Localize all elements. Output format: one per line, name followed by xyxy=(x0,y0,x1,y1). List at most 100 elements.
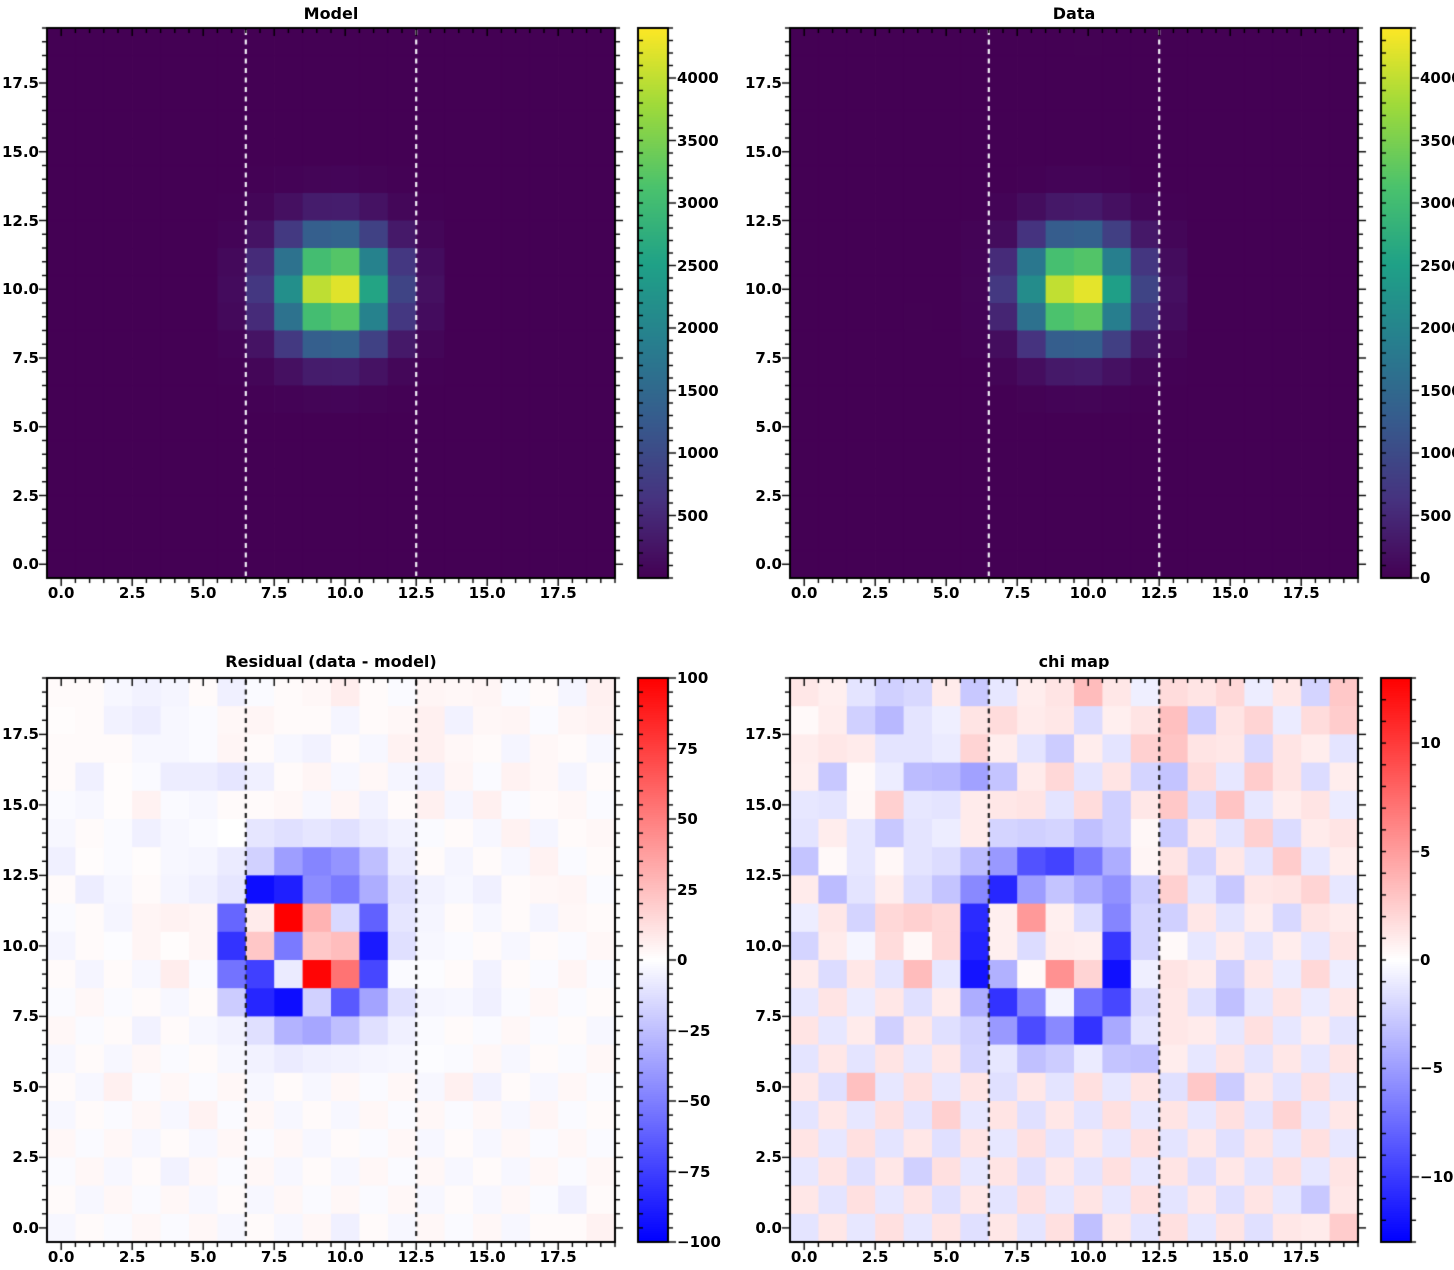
tick-label: −50 xyxy=(677,1092,711,1110)
tick-label: 0 xyxy=(1420,569,1431,587)
tick-label: −5 xyxy=(1420,1059,1444,1078)
tick-label: 100 xyxy=(677,669,709,687)
tick-label: 2000 xyxy=(677,319,719,337)
tick-label: 17.5 xyxy=(1282,584,1320,602)
tick-label: 75 xyxy=(677,739,698,758)
tick-label: 12.5 xyxy=(1140,584,1178,602)
tick-label: 500 xyxy=(677,506,709,525)
tick-label: 2500 xyxy=(1420,256,1454,275)
tick-label: 500 xyxy=(1420,506,1452,525)
tick-label: 12.5 xyxy=(1140,1248,1178,1266)
tick-label: 12.5 xyxy=(1,211,39,230)
residual-colorbar xyxy=(629,669,677,1251)
model-title: Model xyxy=(303,4,359,23)
tick-label: 1000 xyxy=(1420,444,1454,462)
tick-label: 25 xyxy=(677,880,698,899)
tick-label: 2.5 xyxy=(118,584,146,602)
tick-label: 7.5 xyxy=(12,349,39,367)
tick-label: 17.5 xyxy=(539,1248,577,1266)
tick-label: 17.5 xyxy=(539,584,577,602)
tick-label: 0.0 xyxy=(755,1218,782,1237)
tick-label: 10.0 xyxy=(1,936,39,955)
tick-label: 10.0 xyxy=(1069,1248,1107,1266)
tick-label: 5.0 xyxy=(189,584,217,602)
tick-label: 1000 xyxy=(677,444,719,462)
chi-map-title: chi map xyxy=(1038,652,1110,671)
tick-label: 10.0 xyxy=(326,584,364,602)
tick-label: 12.5 xyxy=(397,1248,435,1266)
tick-label: −10 xyxy=(1420,1167,1454,1186)
tick-label: 5.0 xyxy=(12,417,39,436)
data-colorbar xyxy=(1372,19,1420,587)
tick-label: 10 xyxy=(1420,734,1441,753)
tick-label: 0.0 xyxy=(12,1218,39,1237)
tick-label: 15.0 xyxy=(1211,1248,1249,1266)
tick-label: 2.5 xyxy=(118,1248,146,1266)
tick-label: 0.0 xyxy=(47,1248,75,1266)
tick-label: 15.0 xyxy=(468,1248,506,1266)
tick-label: 7.5 xyxy=(755,349,782,367)
model-heatmap xyxy=(38,19,624,587)
tick-label: 12.5 xyxy=(744,211,782,230)
tick-label: 10.0 xyxy=(326,1248,364,1266)
tick-label: 15.0 xyxy=(744,142,782,161)
tick-label: 5.0 xyxy=(932,1248,960,1266)
tick-label: 7.5 xyxy=(260,584,288,602)
tick-label: 1500 xyxy=(677,381,719,400)
tick-label: 5 xyxy=(1420,842,1431,861)
tick-label: 1500 xyxy=(1420,381,1454,400)
tick-label: 2.5 xyxy=(12,486,39,505)
tick-label: 0 xyxy=(677,951,688,969)
tick-label: 12.5 xyxy=(744,866,782,885)
model-colorbar xyxy=(629,19,677,587)
tick-label: 2000 xyxy=(1420,319,1454,337)
tick-label: 5.0 xyxy=(755,1077,782,1096)
tick-label: 5.0 xyxy=(755,417,782,436)
tick-label: 50 xyxy=(677,810,698,828)
tick-label: 10.0 xyxy=(744,936,782,955)
tick-label: 2500 xyxy=(677,256,719,275)
tick-label: 0.0 xyxy=(790,584,818,602)
tick-label: 7.5 xyxy=(755,1007,782,1026)
tick-label: 15.0 xyxy=(1211,584,1249,602)
tick-label: 17.5 xyxy=(1282,1248,1320,1266)
tick-label: 3500 xyxy=(1420,131,1454,150)
tick-label: 12.5 xyxy=(1,866,39,885)
tick-label: −75 xyxy=(677,1162,711,1181)
tick-label: 17.5 xyxy=(1,74,39,92)
tick-label: 15.0 xyxy=(468,584,506,602)
tick-label: 2.5 xyxy=(861,584,889,602)
tick-label: 2.5 xyxy=(12,1148,39,1167)
data-title: Data xyxy=(1052,4,1096,23)
tick-label: 4000 xyxy=(677,69,719,87)
tick-label: 15.0 xyxy=(744,795,782,814)
tick-label: 0.0 xyxy=(790,1248,818,1266)
tick-label: −100 xyxy=(677,1233,721,1251)
tick-label: 0.0 xyxy=(47,584,75,602)
tick-label: 17.5 xyxy=(744,725,782,744)
tick-label: 17.5 xyxy=(1,725,39,744)
tick-label: 2.5 xyxy=(861,1248,889,1266)
chi-map-heatmap xyxy=(781,669,1367,1251)
tick-label: 15.0 xyxy=(1,142,39,161)
tick-label: 17.5 xyxy=(744,74,782,92)
tick-label: 3500 xyxy=(677,131,719,150)
tick-label: 5.0 xyxy=(12,1077,39,1096)
tick-label: 7.5 xyxy=(260,1248,288,1266)
tick-label: 15.0 xyxy=(1,795,39,814)
data-heatmap xyxy=(781,19,1367,587)
tick-label: 5.0 xyxy=(189,1248,217,1266)
residual-title: Residual (data - model) xyxy=(225,652,437,671)
chi-map-colorbar xyxy=(1372,669,1420,1251)
tick-label: 7.5 xyxy=(1003,584,1031,602)
tick-label: 4000 xyxy=(1420,69,1454,87)
tick-label: 5.0 xyxy=(932,584,960,602)
tick-label: 7.5 xyxy=(1003,1248,1031,1266)
tick-label: 0 xyxy=(1420,951,1431,969)
tick-label: 10.0 xyxy=(1069,584,1107,602)
tick-label: 7.5 xyxy=(12,1007,39,1026)
tick-label: 0.0 xyxy=(755,555,782,574)
tick-label: 10.0 xyxy=(744,280,782,299)
tick-label: 3000 xyxy=(677,194,719,212)
